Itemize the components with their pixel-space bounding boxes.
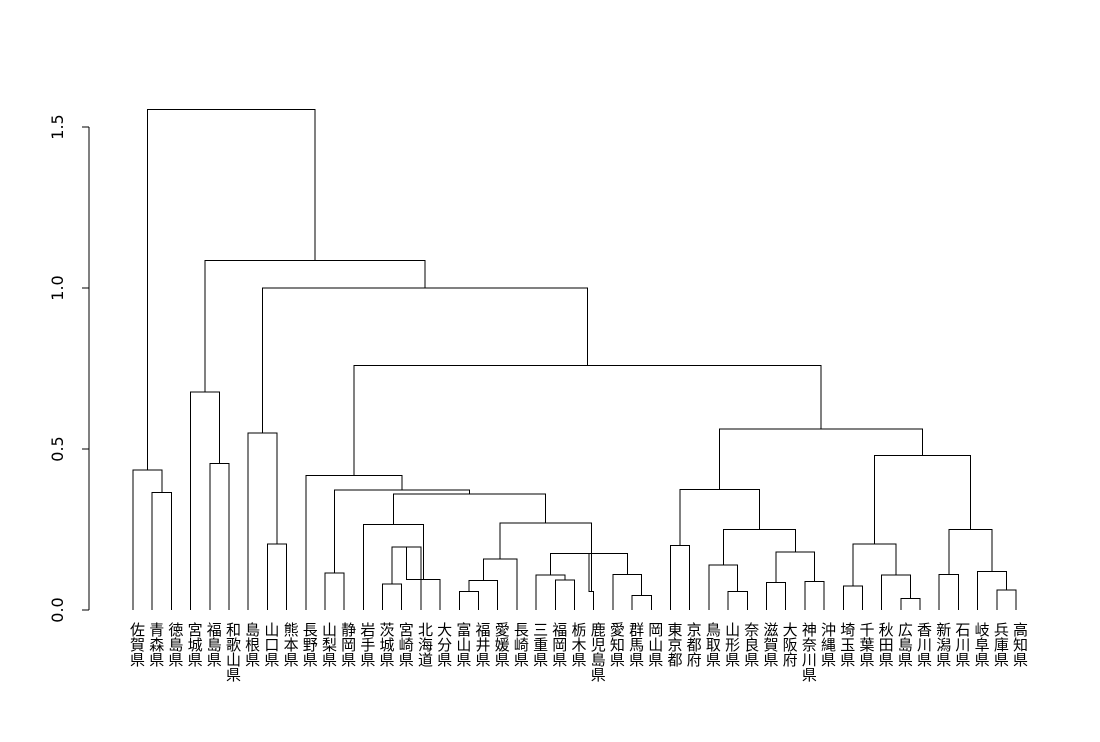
dendrogram-merge-link [190,391,220,610]
leaf-label: 高知県 [1011,622,1029,667]
leaf-label: 青森県 [147,622,165,667]
leaf-label: 北海道 [416,622,434,667]
dendrogram-merge-link [204,260,426,393]
dendrogram-merge-link [151,491,172,610]
leaf-label: 宮崎県 [397,622,415,667]
leaf-label: 福岡県 [550,622,568,667]
leaf-label: 京都府 [685,622,703,668]
leaf-label: 大阪府 [781,622,799,668]
dendrogram-merge-link [146,108,316,470]
leaf-label: 東京都 [665,622,683,667]
dendrogram-merge-link [324,572,345,610]
leaf-label: 新潟県 [934,622,952,667]
dendrogram-merge-link [499,522,592,592]
leaf-label: 山梨県 [320,622,338,667]
leaf-labels: 佐賀県 青森県 徳島県 宮城県 福島県 和歌山県 島根県 山口県 熊本県 長野県 山梨県 静岡県 岩手県… [128,621,1029,682]
dendrogram-merge-link [873,454,971,544]
leaf-label: 香川県 [915,622,933,667]
leaf-label: 岡山県 [646,622,664,667]
leaf-label: 兵庫県 [992,622,1010,667]
leaf-label: 三重県 [531,622,549,667]
leaf-label: 滋賀県 [761,622,779,667]
dendrogram-merge-link [765,582,787,610]
dendrogram-merge-link [382,583,403,610]
dendrogram-merge-link [482,558,518,610]
leaf-label: 秋田県 [877,622,895,667]
dendrogram-merge-link [468,579,499,610]
y-tick-label: 0.5 [48,436,67,461]
leaf-label: 山形県 [723,622,741,667]
leaf-label: 徳島県 [166,622,184,667]
leaf-label: 和歌山県 [224,622,242,682]
leaf-label: 佐賀県 [128,622,146,667]
dendrogram-merge-link [554,579,576,610]
dendrogram-merge-link [612,574,643,610]
dendrogram-merge-link [722,529,796,565]
dendrogram-merge-link [266,543,288,610]
leaf-label: 石川県 [953,622,971,667]
dendrogram-merge-link [209,462,230,610]
dendrogram-merge-link [996,589,1017,610]
leaf-label: 鹿児島県 [589,622,607,682]
leaf-label: 福島県 [205,622,223,667]
leaf-label: 群馬県 [627,622,645,667]
leaf-label: 岐阜県 [973,622,991,667]
dendrogram-merge-link [842,585,863,610]
leaf-label: 沖縄県 [819,622,837,667]
dendrogram-merge-link [392,493,547,525]
dendrogram-merge-link [852,543,897,586]
leaf-label: 宮城県 [186,622,204,667]
leaf-label: 島根県 [243,622,261,667]
leaf-label: 栃木県 [570,622,588,667]
leaf-label: 長野県 [301,622,319,667]
leaf-label: 千葉県 [857,622,875,667]
leaf-label: 愛知県 [608,622,626,667]
dendrogram-merge-link [132,469,163,610]
dendrogram-merge-link [262,287,588,433]
leaf-label: 岩手県 [358,622,376,667]
leaf-label: 鳥取県 [704,621,722,667]
leaf-label: 広島県 [896,622,914,667]
dendrogram-merge-link [669,545,691,610]
dendrogram-merge-link [727,590,748,610]
dendrogram-merge-link [305,474,403,610]
dendrogram-links [132,108,1017,610]
leaf-label: 山口県 [262,622,280,667]
leaf-label: 福井県 [474,622,492,667]
dendrogram-merge-link [247,432,278,610]
dendrogram-merge-link [775,551,815,583]
dendrogram-merge-link [362,524,424,610]
leaf-label: 茨城県 [378,622,396,667]
leaf-label: 静岡県 [339,622,357,667]
leaf-label: 神奈川県 [800,622,818,682]
y-axis: 0.0 0.5 1.0 1.5 [48,114,90,623]
dendrogram-merge-link [458,590,480,610]
leaf-label: 奈良県 [742,622,760,667]
leaf-label: 埼玉県 [838,622,856,667]
dendrogram-merge-link [948,529,993,575]
dendrogram-merge-link [719,428,923,490]
dendrogram-merge-link [334,489,471,573]
dendrogram-merge-link [977,570,1007,610]
dendrogram-merge-link [708,564,739,610]
leaf-label: 大分県 [435,622,453,667]
y-tick-label: 0.0 [48,597,67,622]
leaf-label: 愛媛県 [493,622,511,667]
dendrogram-merge-link [900,598,921,610]
leaf-label: 富山県 [454,621,472,667]
dendrogram-merge-link [881,574,911,610]
dendrogram-merge-link [353,364,822,476]
dendrogram-merge-link [679,488,760,546]
leaf-label: 熊本県 [282,622,300,667]
dendrogram-merge-link [804,581,825,610]
y-tick-label: 1.0 [48,275,67,300]
dendrogram-merge-link [631,595,652,610]
leaf-label: 長崎県 [512,622,530,667]
dendrogram-merge-link [938,574,959,610]
y-tick-label: 1.5 [48,114,67,139]
